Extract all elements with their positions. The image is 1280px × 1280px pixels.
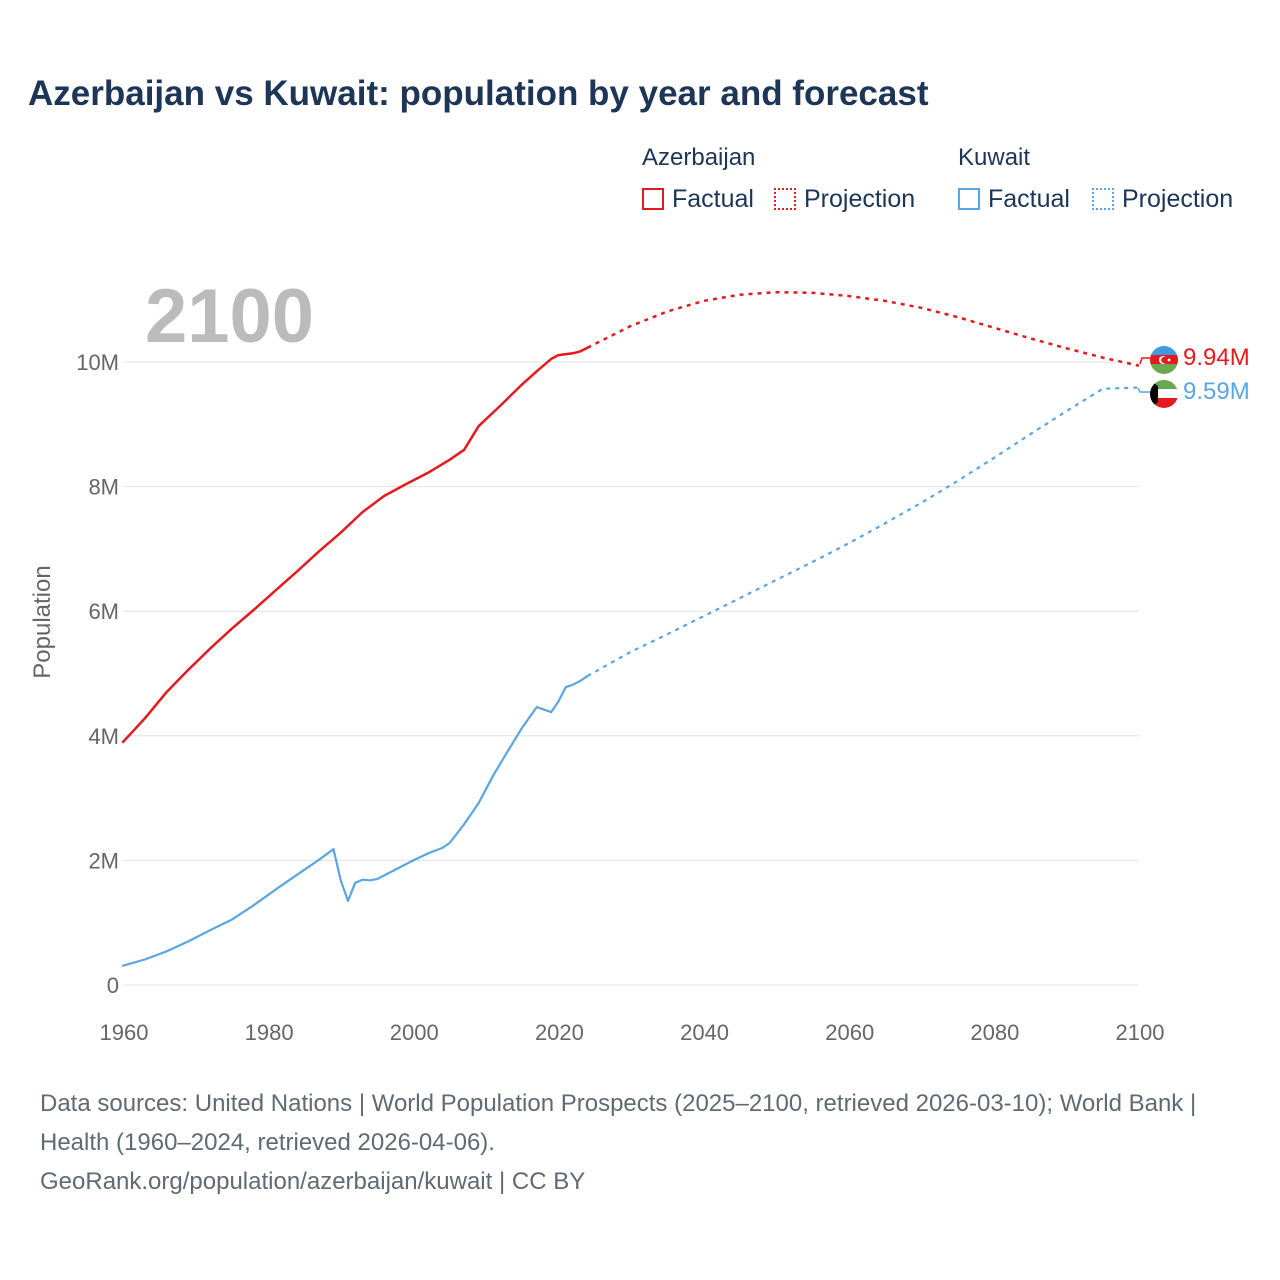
y-tick-label: 0 bbox=[107, 973, 119, 998]
x-tick-label: 1960 bbox=[100, 1020, 149, 1045]
legend-swatch-dotted-red bbox=[774, 188, 796, 210]
series-line-kuwait-projection bbox=[586, 386, 1140, 677]
y-tick-label: 2M bbox=[88, 848, 119, 873]
x-tick-label: 1980 bbox=[245, 1020, 294, 1045]
x-axis-ticks: 1960 1980 2000 2020 2040 2060 2080 2100 bbox=[100, 1020, 1165, 1045]
series-lines bbox=[121, 290, 1140, 967]
y-tick-label: 8M bbox=[88, 475, 119, 500]
legend-label: Projection bbox=[804, 184, 916, 213]
legend-label: Factual bbox=[988, 184, 1070, 213]
legend-swatch-solid-red bbox=[642, 188, 664, 210]
gridlines bbox=[123, 361, 1139, 986]
kuwait-flag-icon bbox=[1150, 380, 1178, 408]
year-display: 2100 bbox=[145, 274, 314, 359]
x-tick-label: 2080 bbox=[970, 1020, 1019, 1045]
end-marker-azerbaijan: 9.94M bbox=[1139, 344, 1250, 374]
legend-swatch-dotted-blue bbox=[1092, 188, 1114, 210]
y-axis-label: Population bbox=[29, 565, 56, 678]
end-marker-kuwait: 9.59M bbox=[1137, 378, 1250, 408]
x-tick-label: 2000 bbox=[390, 1020, 439, 1045]
y-tick-label: 6M bbox=[88, 599, 119, 624]
legend-kuwait-factual[interactable]: Factual bbox=[958, 184, 1070, 214]
series-line-azerbaijan-factual bbox=[121, 346, 589, 744]
legend-azerbaijan-projection[interactable]: Projection bbox=[774, 184, 915, 214]
legend-group-kuwait: Kuwait bbox=[958, 144, 1031, 171]
data-sources: Data sources: United Nations | World Pop… bbox=[40, 1090, 1197, 1156]
x-tick-label: 2100 bbox=[1116, 1020, 1165, 1045]
azerbaijan-flag-icon bbox=[1150, 346, 1178, 374]
chart-title: Azerbaijan vs Kuwait: population by year… bbox=[28, 74, 929, 113]
series-line-kuwait-factual bbox=[121, 674, 589, 967]
end-value-kuwait: 9.59M bbox=[1183, 378, 1250, 405]
legend-kuwait-projection[interactable]: Projection bbox=[1092, 184, 1233, 214]
leader-line bbox=[1139, 357, 1150, 365]
credit-link[interactable]: GeoRank.org/population/azerbaijan/kuwait… bbox=[40, 1168, 586, 1195]
x-tick-label: 2060 bbox=[825, 1020, 874, 1045]
footer: Data sources: United Nations | World Pop… bbox=[40, 1084, 1240, 1201]
y-tick-label: 10M bbox=[76, 350, 119, 375]
legend-swatch-solid-blue bbox=[958, 188, 980, 210]
y-tick-label: 4M bbox=[88, 724, 119, 749]
x-tick-label: 2040 bbox=[680, 1020, 729, 1045]
y-axis-ticks: 0 2M 4M 6M 8M 10M bbox=[76, 350, 119, 998]
legend-group-azerbaijan: Azerbaijan bbox=[642, 144, 756, 171]
leader-line bbox=[1137, 387, 1150, 393]
legend-azerbaijan-factual[interactable]: Factual bbox=[642, 184, 754, 214]
legend-label: Factual bbox=[672, 184, 754, 213]
series-line-azerbaijan-projection bbox=[586, 290, 1140, 367]
end-value-azerbaijan: 9.94M bbox=[1183, 344, 1250, 371]
legend-label: Projection bbox=[1122, 184, 1234, 213]
x-tick-label: 2020 bbox=[535, 1020, 584, 1045]
